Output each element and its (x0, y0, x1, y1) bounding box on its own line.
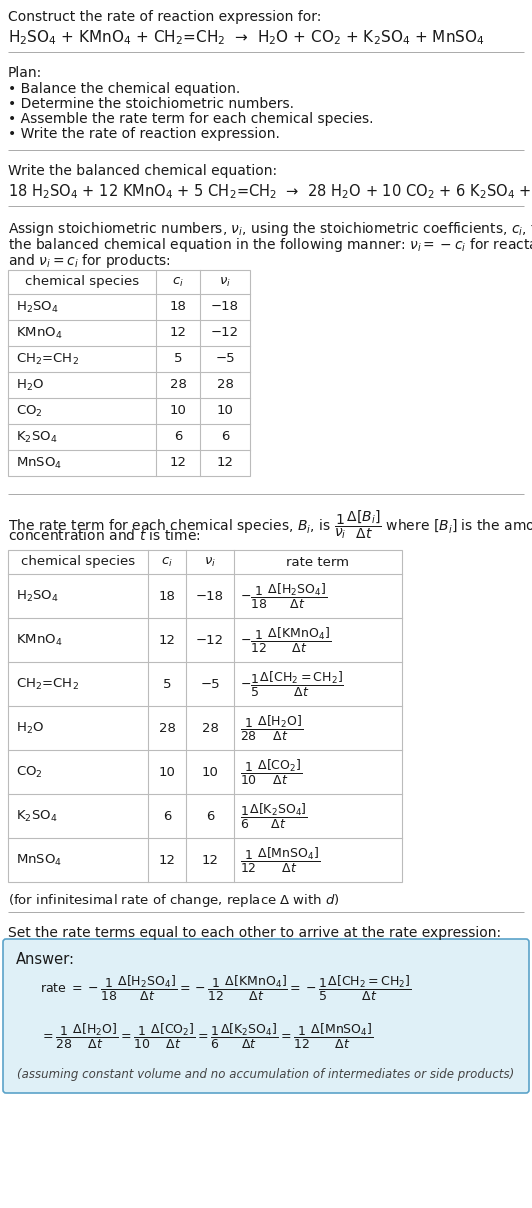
Text: $\dfrac{1}{28}\dfrac{\Delta[\mathrm{H_2O}]}{\Delta t}$: $\dfrac{1}{28}\dfrac{\Delta[\mathrm{H_2O… (240, 714, 303, 743)
Text: $\dfrac{1}{12}\dfrac{\Delta[\mathrm{MnSO_4}]}{\Delta t}$: $\dfrac{1}{12}\dfrac{\Delta[\mathrm{MnSO… (240, 846, 320, 875)
Text: rate term: rate term (287, 556, 350, 569)
Text: 28: 28 (217, 378, 234, 391)
Text: CH$_2$=CH$_2$: CH$_2$=CH$_2$ (16, 676, 79, 691)
Bar (8, 271, 250, 476)
FancyBboxPatch shape (3, 939, 529, 1093)
Text: 6: 6 (206, 809, 214, 823)
Text: −5: −5 (215, 353, 235, 366)
Text: concentration and $t$ is time:: concentration and $t$ is time: (8, 528, 201, 544)
Text: (for infinitesimal rate of change, replace Δ with $d$): (for infinitesimal rate of change, repla… (8, 892, 340, 908)
Text: (assuming constant volume and no accumulation of intermediates or side products): (assuming constant volume and no accumul… (18, 1068, 514, 1081)
Text: −18: −18 (196, 590, 224, 603)
Text: $-\dfrac{1}{5}\dfrac{\Delta[\mathrm{CH_2{=}CH_2}]}{\Delta t}$: $-\dfrac{1}{5}\dfrac{\Delta[\mathrm{CH_2… (240, 669, 344, 698)
Text: 12: 12 (217, 457, 234, 470)
Text: $\dfrac{1}{10}\dfrac{\Delta[\mathrm{CO_2}]}{\Delta t}$: $\dfrac{1}{10}\dfrac{\Delta[\mathrm{CO_2… (240, 757, 302, 786)
Text: H$_2$O: H$_2$O (16, 720, 44, 736)
Text: −12: −12 (211, 326, 239, 339)
Text: $c_i$: $c_i$ (172, 275, 184, 289)
Text: chemical species: chemical species (25, 275, 139, 289)
Text: The rate term for each chemical species, $B_i$, is $\dfrac{1}{\nu_i}\dfrac{\Delt: The rate term for each chemical species,… (8, 509, 532, 541)
Text: 6: 6 (221, 430, 229, 443)
Text: • Assemble the rate term for each chemical species.: • Assemble the rate term for each chemic… (8, 112, 373, 126)
Text: KMnO$_4$: KMnO$_4$ (16, 325, 62, 341)
Text: K$_2$SO$_4$: K$_2$SO$_4$ (16, 430, 57, 445)
Text: and $\nu_i = c_i$ for products:: and $\nu_i = c_i$ for products: (8, 252, 171, 271)
Text: H$_2$SO$_4$ + KMnO$_4$ + CH$_2$=CH$_2$  →  H$_2$O + CO$_2$ + K$_2$SO$_4$ + MnSO$: H$_2$SO$_4$ + KMnO$_4$ + CH$_2$=CH$_2$ →… (8, 28, 485, 47)
Text: • Determine the stoichiometric numbers.: • Determine the stoichiometric numbers. (8, 97, 294, 111)
Text: CH$_2$=CH$_2$: CH$_2$=CH$_2$ (16, 352, 79, 366)
Text: 12: 12 (170, 457, 187, 470)
Text: 6: 6 (163, 809, 171, 823)
Text: $= \dfrac{1}{28}\dfrac{\Delta[\mathrm{H_2O}]}{\Delta t} = \dfrac{1}{10}\dfrac{\D: $= \dfrac{1}{28}\dfrac{\Delta[\mathrm{H_… (40, 1022, 373, 1051)
Text: $\dfrac{1}{6}\dfrac{\Delta[\mathrm{K_2SO_4}]}{\Delta t}$: $\dfrac{1}{6}\dfrac{\Delta[\mathrm{K_2SO… (240, 801, 308, 831)
Text: 6: 6 (174, 430, 182, 443)
Text: 5: 5 (174, 353, 182, 366)
Text: 12: 12 (170, 326, 187, 339)
Text: • Balance the chemical equation.: • Balance the chemical equation. (8, 82, 240, 95)
Text: 12: 12 (159, 854, 176, 866)
Text: Write the balanced chemical equation:: Write the balanced chemical equation: (8, 164, 277, 178)
Text: chemical species: chemical species (21, 556, 135, 569)
Bar (8, 550, 402, 882)
Text: • Write the rate of reaction expression.: • Write the rate of reaction expression. (8, 127, 280, 141)
Text: Construct the rate of reaction expression for:: Construct the rate of reaction expressio… (8, 10, 321, 24)
Text: KMnO$_4$: KMnO$_4$ (16, 633, 62, 647)
Text: CO$_2$: CO$_2$ (16, 403, 43, 418)
Text: $-\dfrac{1}{12}\dfrac{\Delta[\mathrm{KMnO_4}]}{\Delta t}$: $-\dfrac{1}{12}\dfrac{\Delta[\mathrm{KMn… (240, 626, 331, 655)
Text: rate $= -\dfrac{1}{18}\dfrac{\Delta[\mathrm{H_2SO_4}]}{\Delta t} = -\dfrac{1}{12: rate $= -\dfrac{1}{18}\dfrac{\Delta[\mat… (40, 974, 412, 1003)
Text: Plan:: Plan: (8, 66, 42, 80)
Text: 5: 5 (163, 678, 171, 691)
Text: Set the rate terms equal to each other to arrive at the rate expression:: Set the rate terms equal to each other t… (8, 927, 501, 940)
Text: 28: 28 (159, 721, 176, 734)
Text: 12: 12 (159, 633, 176, 646)
Text: Answer:: Answer: (16, 952, 75, 966)
Text: 10: 10 (217, 405, 234, 418)
Text: MnSO$_4$: MnSO$_4$ (16, 853, 62, 867)
Text: −18: −18 (211, 301, 239, 314)
Text: −12: −12 (196, 633, 224, 646)
Text: MnSO$_4$: MnSO$_4$ (16, 455, 62, 471)
Text: $c_i$: $c_i$ (161, 556, 173, 569)
Text: −5: −5 (200, 678, 220, 691)
Text: 28: 28 (202, 721, 219, 734)
Text: H$_2$SO$_4$: H$_2$SO$_4$ (16, 588, 59, 604)
Text: $-\dfrac{1}{18}\dfrac{\Delta[\mathrm{H_2SO_4}]}{\Delta t}$: $-\dfrac{1}{18}\dfrac{\Delta[\mathrm{H_2… (240, 581, 328, 610)
Text: 10: 10 (202, 766, 219, 778)
Text: Assign stoichiometric numbers, $\nu_i$, using the stoichiometric coefficients, $: Assign stoichiometric numbers, $\nu_i$, … (8, 220, 532, 238)
Text: 10: 10 (159, 766, 176, 778)
Text: 12: 12 (202, 854, 219, 866)
Text: 18: 18 (170, 301, 186, 314)
Text: 18: 18 (159, 590, 176, 603)
Text: the balanced chemical equation in the following manner: $\nu_i = -c_i$ for react: the balanced chemical equation in the fo… (8, 236, 532, 254)
Text: $\nu_i$: $\nu_i$ (204, 556, 216, 569)
Text: K$_2$SO$_4$: K$_2$SO$_4$ (16, 808, 57, 824)
Text: 10: 10 (170, 405, 186, 418)
Text: 18 H$_2$SO$_4$ + 12 KMnO$_4$ + 5 CH$_2$=CH$_2$  →  28 H$_2$O + 10 CO$_2$ + 6 K$_: 18 H$_2$SO$_4$ + 12 KMnO$_4$ + 5 CH$_2$=… (8, 182, 532, 201)
Text: 28: 28 (170, 378, 186, 391)
Text: H$_2$O: H$_2$O (16, 377, 44, 393)
Text: $\nu_i$: $\nu_i$ (219, 275, 231, 289)
Text: CO$_2$: CO$_2$ (16, 765, 43, 779)
Text: H$_2$SO$_4$: H$_2$SO$_4$ (16, 300, 59, 314)
